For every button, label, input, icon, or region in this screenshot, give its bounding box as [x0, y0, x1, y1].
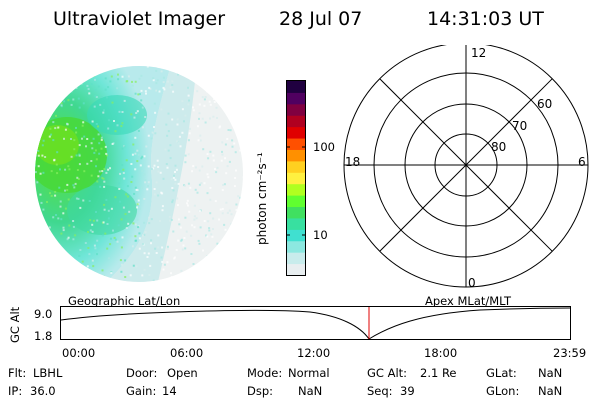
orbit-x-tick-4: 23:59	[553, 346, 587, 360]
ip-key: IP:	[8, 384, 23, 398]
colorbar-swatch	[287, 183, 305, 196]
dsp-key: Dsp:	[247, 384, 274, 398]
mlat-label-70: 70	[512, 119, 528, 133]
ip-value: 36.0	[30, 384, 56, 398]
colorbar-swatch	[287, 229, 305, 242]
polar-grid	[343, 45, 589, 288]
glon-value: NaN	[538, 384, 563, 398]
colorbar	[286, 80, 306, 276]
mode-key: Mode:	[247, 366, 283, 380]
colorbar-swatch	[287, 263, 305, 276]
colorbar-swatch	[287, 92, 305, 105]
door-value: Open	[167, 366, 198, 380]
flt-key: Flt:	[8, 366, 27, 380]
gcalt-value: 2.1 Re	[420, 366, 457, 380]
colorbar-swatch	[287, 195, 305, 208]
colorbar-swatch	[287, 115, 305, 128]
instrument-title: Ultraviolet Imager	[53, 8, 226, 30]
orbit-y-axis-label: GC Alt	[8, 306, 22, 343]
gain-key: Gain:	[126, 384, 157, 398]
colorbar-swatch	[287, 126, 305, 139]
time-label: 14:31:03 UT	[427, 8, 544, 30]
mlt-label-0: 0	[468, 276, 476, 290]
colorbar-swatch	[287, 103, 305, 116]
mode-value: Normal	[288, 366, 330, 380]
colorbar-units-label: photon cm⁻²s⁻¹	[255, 152, 269, 245]
orbit-x-tick-3: 18:00	[424, 346, 458, 360]
colorbar-swatch	[287, 160, 305, 173]
glat-value: NaN	[538, 366, 563, 380]
colorbar-swatch	[287, 206, 305, 219]
orbit-right-label: Apex MLat/MLT	[425, 294, 512, 308]
colorbar-swatch	[287, 81, 305, 93]
colorbar-swatch	[287, 240, 305, 253]
door-key: Door:	[126, 366, 158, 380]
flt-value: LBHL	[33, 366, 63, 380]
mlt-label-6: 6	[578, 155, 586, 169]
seq-key: Seq:	[367, 384, 393, 398]
gcalt-key: GC Alt:	[367, 366, 408, 380]
glat-key: GLat:	[486, 366, 517, 380]
mlat-label-80: 80	[491, 140, 507, 154]
uv-auroral-image	[35, 66, 243, 282]
mlt-label-18: 18	[345, 155, 361, 169]
orbit-left-label: Geographic Lat/Lon	[68, 294, 181, 308]
colorbar-swatch	[287, 138, 305, 150]
colorbar-swatch	[287, 172, 305, 185]
colorbar-swatch	[287, 217, 305, 230]
colorbar-swatch	[287, 149, 305, 162]
colorbar-tick-10: 10	[313, 228, 328, 242]
orbit-altitude-plot	[60, 306, 571, 340]
orbit-y-tick-max: 9.0	[34, 307, 53, 321]
orbit-y-tick-min: 1.8	[34, 329, 53, 343]
gain-value: 14	[162, 384, 177, 398]
orbit-x-tick-1: 06:00	[170, 346, 204, 360]
seq-value: 39	[400, 384, 415, 398]
glon-key: GLon:	[486, 384, 520, 398]
orbit-x-tick-2: 12:00	[297, 346, 331, 360]
mlat-label-60: 60	[537, 97, 553, 111]
orbit-x-tick-0: 00:00	[62, 346, 96, 360]
mlt-label-12: 12	[471, 46, 487, 60]
date-label: 28 Jul 07	[279, 8, 363, 30]
colorbar-swatch	[287, 252, 305, 265]
dsp-value: NaN	[298, 384, 323, 398]
colorbar-tick-100: 100	[313, 140, 335, 154]
